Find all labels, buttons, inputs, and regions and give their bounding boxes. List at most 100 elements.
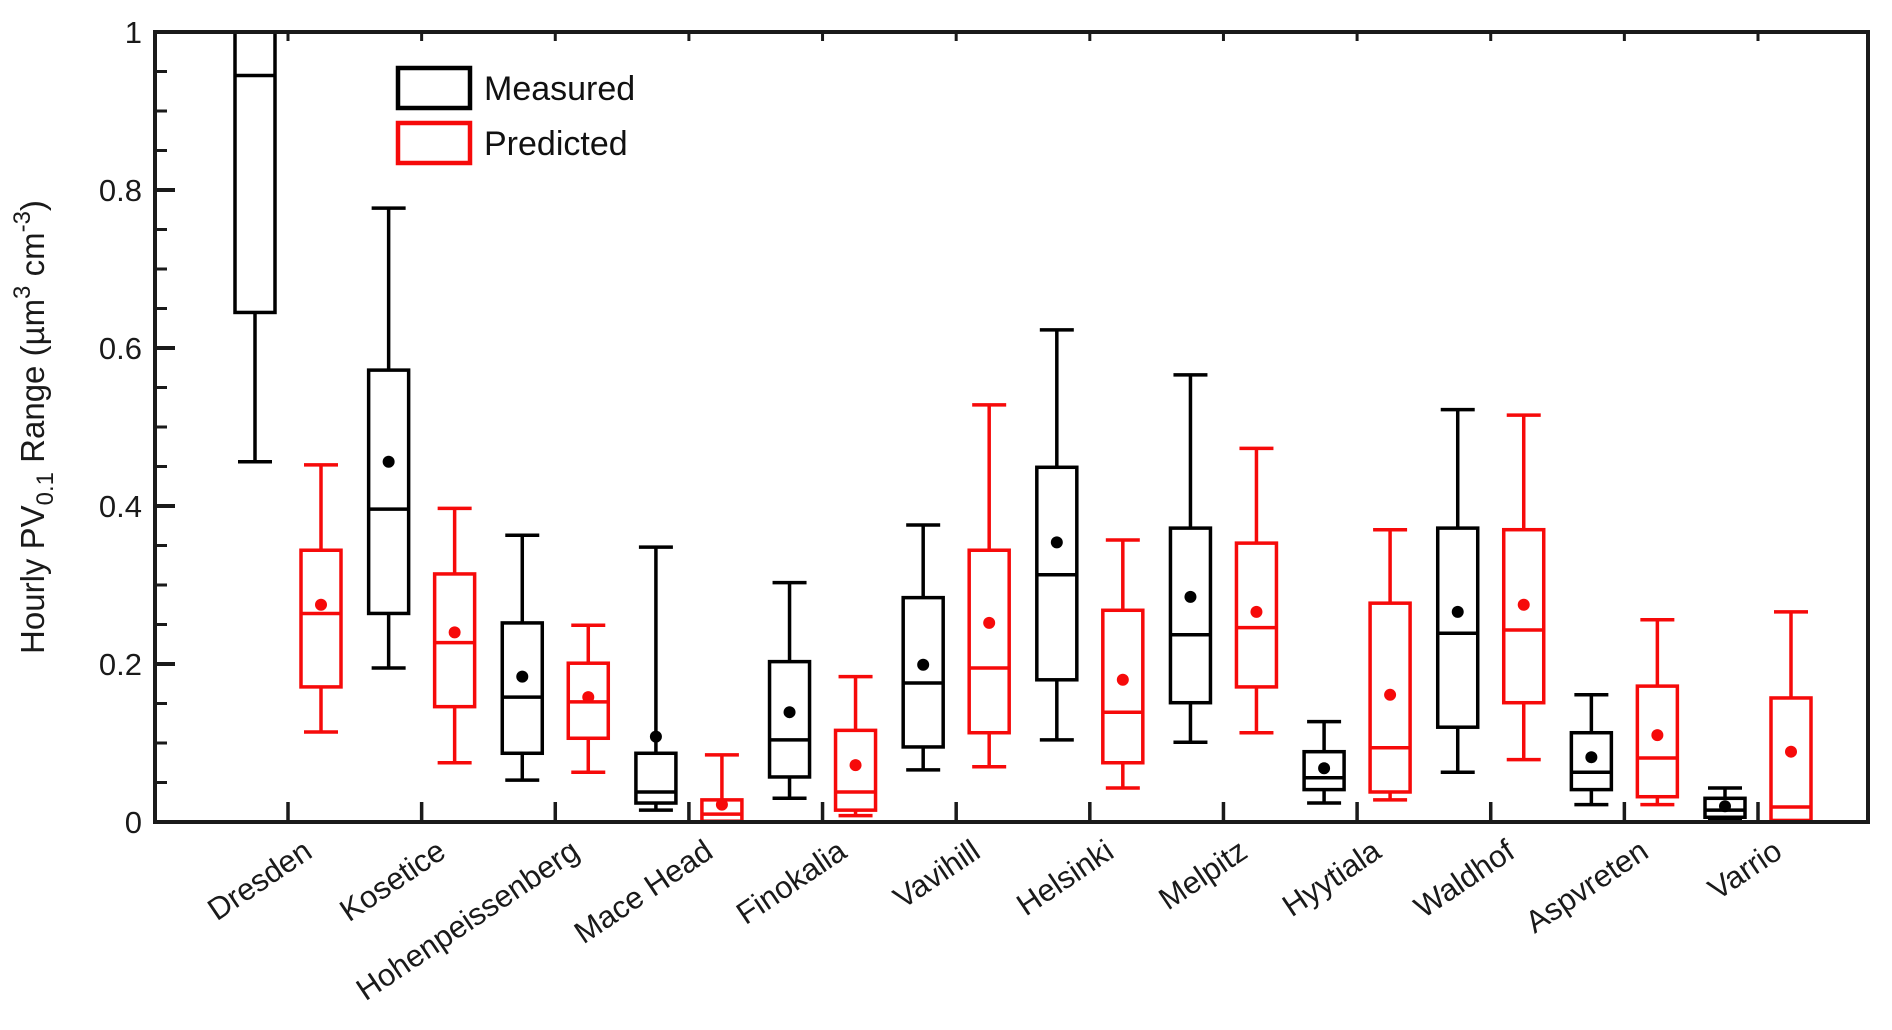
iqr-box <box>432 572 477 709</box>
x-tick-label-waldhof: Waldhof <box>1408 833 1521 925</box>
iqr-box <box>366 368 411 616</box>
legend-swatch-predicted <box>395 120 473 166</box>
mean-dot <box>1719 800 1731 813</box>
station-aspvreten <box>1569 618 1680 807</box>
mean-dot <box>1585 751 1598 764</box>
box-predicted-kosetice <box>432 506 477 765</box>
x-tick-label-mace-head: Mace Head <box>568 833 719 951</box>
mean-dot <box>983 616 996 629</box>
box-measured-helsinki <box>1035 328 1079 742</box>
iqr-box <box>833 728 878 812</box>
box-predicted-hohenpeissenberg <box>566 623 611 774</box>
box-measured-aspvreten <box>1569 693 1614 807</box>
legend-swatch-measured <box>395 65 473 111</box>
legend: Measured Predicted <box>395 65 635 166</box>
y-axis-title: Hourly PV0.1 Range (µm3 cm-3) <box>9 200 59 654</box>
iqr-box <box>299 548 343 689</box>
x-tick-label-helsinki: Helsinki <box>1010 833 1120 923</box>
x-tick-label-aspvreten: Aspvreten <box>1519 833 1654 940</box>
iqr-box <box>767 659 812 779</box>
mean-dot <box>1384 688 1397 701</box>
station-dresden <box>233 32 343 734</box>
iqr-box <box>1769 696 1813 822</box>
x-tick-label-finokalia: Finokalia <box>730 832 853 931</box>
box-predicted-dresden <box>299 463 343 734</box>
station-vavihill <box>901 403 1011 772</box>
mean-dot <box>1517 598 1530 611</box>
mean-dot <box>783 706 796 719</box>
iqr-box <box>1435 526 1480 729</box>
box-measured-melpitz <box>1168 373 1213 744</box>
x-tick-label-melpitz: Melpitz <box>1152 833 1253 917</box>
iqr-box <box>233 32 277 315</box>
iqr-box <box>1168 526 1213 705</box>
box-predicted-waldhof <box>1501 413 1546 762</box>
box-predicted-helsinki <box>1101 538 1145 790</box>
iqr-box <box>1101 608 1145 765</box>
x-tick-label-hohenpeissenberg: Hohenpeissenberg <box>350 833 585 1008</box>
iqr-box <box>901 595 945 749</box>
x-tick-label-kosetice: Kosetice <box>333 833 451 929</box>
box-predicted-melpitz <box>1234 446 1279 735</box>
iqr-box <box>967 548 1011 735</box>
boxes-layer <box>233 32 1813 822</box>
box-predicted-aspvreten <box>1635 618 1680 807</box>
mean-dot <box>315 598 327 611</box>
y-tick-label: 0.6 <box>99 331 142 366</box>
mean-dot <box>1116 673 1129 686</box>
x-tick-label-vavihill: Vavihill <box>887 833 986 916</box>
box-measured-varrio <box>1703 786 1747 822</box>
x-tick-label-hyytiala: Hyytiala <box>1276 832 1388 923</box>
box-measured-kosetice <box>366 206 411 670</box>
legend-label-predicted: Predicted <box>484 125 628 163</box>
mean-dot <box>1451 605 1464 618</box>
mean-dot <box>448 626 461 639</box>
box-predicted-finokalia <box>833 674 878 818</box>
station-kosetice <box>366 206 477 765</box>
y-tick-label: 0 <box>125 805 142 840</box>
mean-dot <box>1785 745 1797 758</box>
box-predicted-vavihill <box>967 403 1011 769</box>
box-measured-finokalia <box>767 580 812 801</box>
station-waldhof <box>1435 407 1546 774</box>
iqr-box <box>1501 527 1546 705</box>
mean-dot <box>1250 605 1263 618</box>
mean-dot <box>1651 729 1664 742</box>
mean-dot <box>715 798 728 811</box>
mean-dot <box>516 670 529 683</box>
mean-dot <box>1184 590 1197 603</box>
box-measured-hyytiala <box>1302 719 1346 805</box>
legend-label-measured: Measured <box>484 70 635 108</box>
station-varrio <box>1703 610 1813 822</box>
y-tick-label: 0.2 <box>99 647 142 682</box>
x-tick-label-dresden: Dresden <box>201 833 318 928</box>
box-measured-dresden <box>233 32 277 464</box>
mean-dot <box>382 455 395 468</box>
iqr-box <box>1635 684 1680 799</box>
iqr-box <box>1368 601 1412 794</box>
mean-dot <box>1318 762 1331 775</box>
station-mace-head <box>634 545 744 822</box>
mean-dot <box>1050 536 1063 549</box>
iqr-box <box>634 751 678 805</box>
y-axis: 0 0.2 0.4 0.6 0.8 1 <box>99 15 175 840</box>
mean-dot <box>582 691 595 704</box>
mean-dot <box>849 759 862 772</box>
y-tick-label: 0.8 <box>99 173 142 208</box>
mean-dot <box>917 658 930 671</box>
station-melpitz <box>1168 373 1279 744</box>
mean-dot <box>649 730 662 743</box>
iqr-box <box>500 621 545 756</box>
x-tick-label-varrio: Varrio <box>1702 833 1788 907</box>
box-predicted-mace-head <box>700 753 744 822</box>
station-finokalia <box>767 580 878 818</box>
box-predicted-hyytiala <box>1368 527 1412 802</box>
box-measured-mace-head <box>634 545 678 812</box>
box-predicted-varrio <box>1769 610 1813 822</box>
y-tick-label: 1 <box>125 15 142 50</box>
box-measured-waldhof <box>1435 407 1480 774</box>
station-helsinki <box>1035 328 1145 790</box>
